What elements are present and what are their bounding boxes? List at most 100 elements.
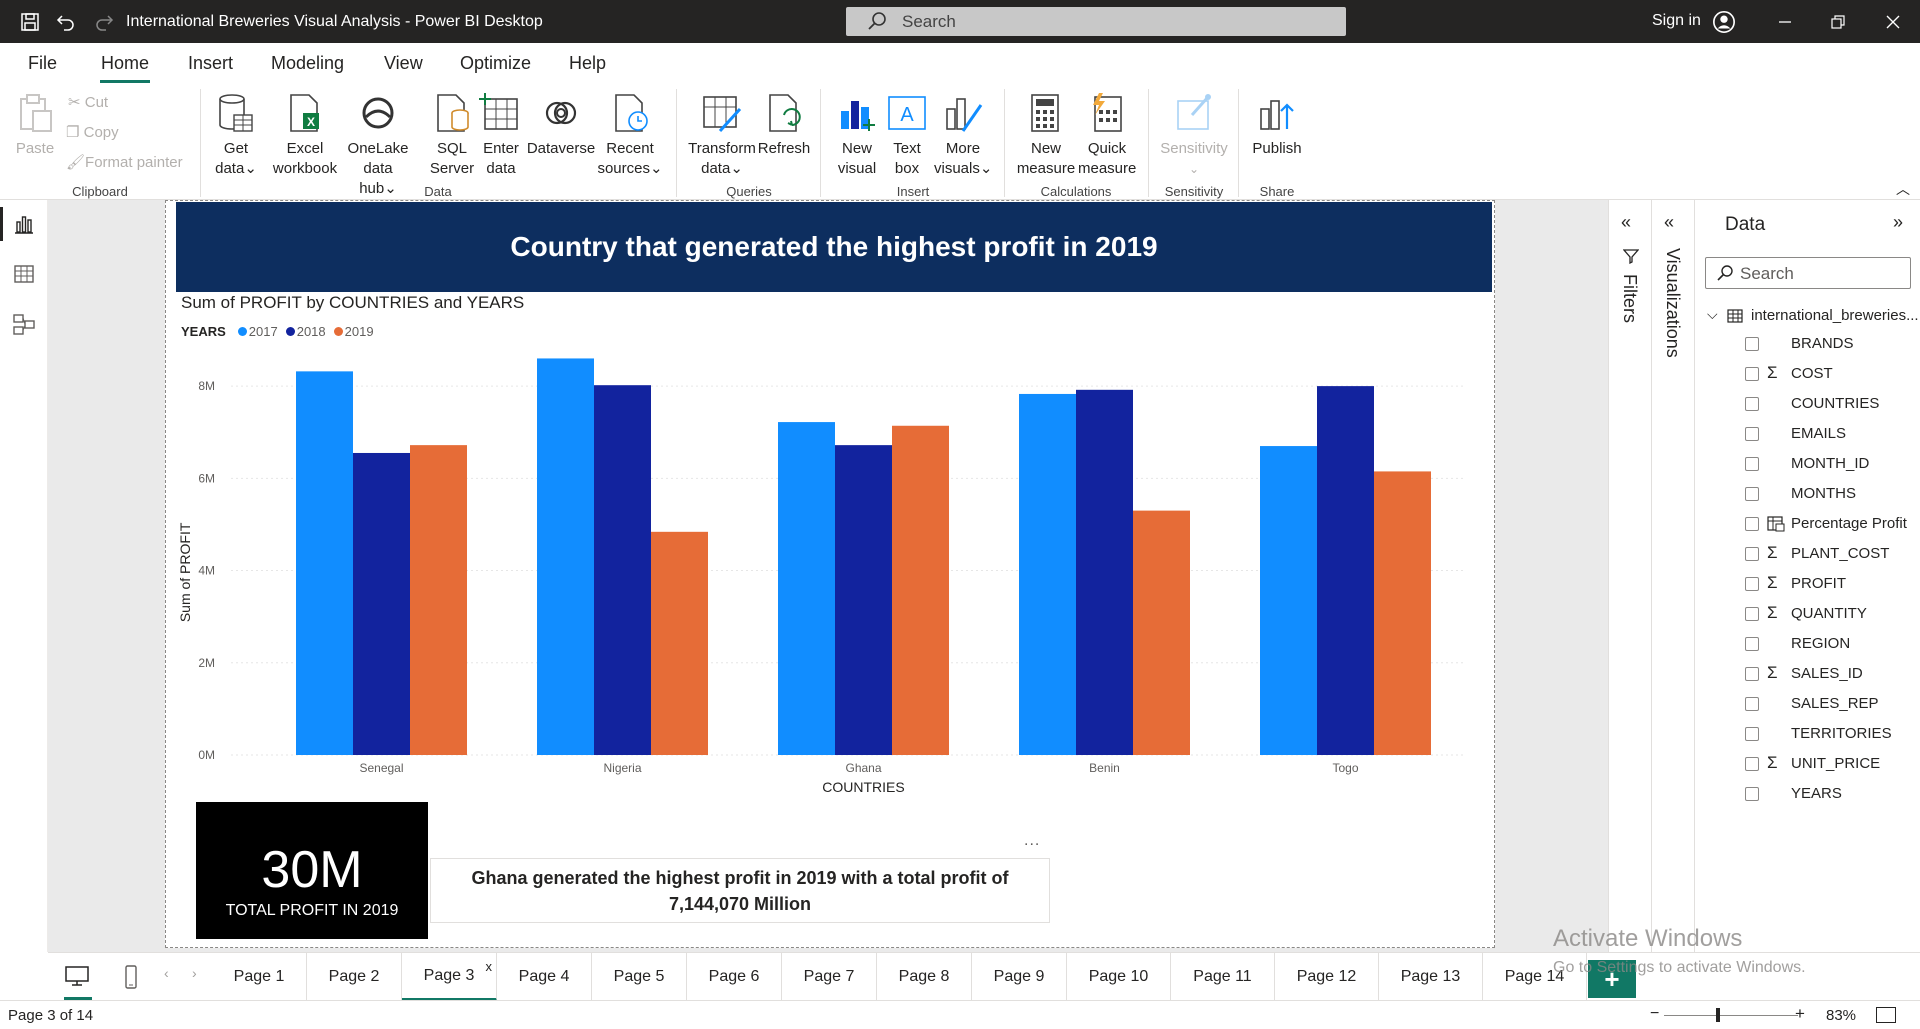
page-tab-3[interactable]: Page 3 x <box>402 953 497 1001</box>
page-tab-9[interactable]: Page 9 <box>972 953 1067 1001</box>
close-icon[interactable] <box>1880 10 1906 34</box>
bar-togo-2019[interactable] <box>1374 471 1431 755</box>
restore-icon[interactable] <box>1825 10 1851 34</box>
fit-to-page-icon[interactable] <box>1876 1007 1896 1023</box>
legend-item-2018[interactable]: 2018 <box>285 324 326 339</box>
get-data-button[interactable]: Get data⌄ <box>208 91 264 179</box>
page-tab-10[interactable]: Page 10 <box>1067 953 1171 1001</box>
field-checkbox[interactable] <box>1745 667 1759 681</box>
field-checkbox[interactable] <box>1745 517 1759 531</box>
data-search-input[interactable]: Search <box>1705 257 1911 289</box>
field-item-month-id[interactable]: MONTH_ID <box>1745 453 1920 479</box>
field-item-plant-cost[interactable]: Σ PLANT_COST <box>1745 543 1920 569</box>
tab-view[interactable]: View <box>384 53 423 73</box>
save-icon[interactable] <box>18 10 42 34</box>
field-checkbox[interactable] <box>1745 337 1759 351</box>
chevron-down-icon[interactable]: ⌵ <box>1707 306 1718 322</box>
profit-bar-chart[interactable]: 0M 2M 4M 6M 8M Sum of PROFIT Senegal Nigeria Gha… <box>176 340 1492 800</box>
tab-home[interactable]: Home <box>101 53 150 73</box>
filters-pane[interactable]: « Filters <box>1608 200 1651 952</box>
account-icon[interactable] <box>1712 10 1736 34</box>
field-item-unit-price[interactable]: Σ UNIT_PRICE <box>1745 753 1920 779</box>
page-tab-13[interactable]: Page 13 <box>1379 953 1483 1001</box>
field-item-percentage-profit[interactable]: Percentage Profit <box>1745 513 1920 539</box>
sensitivity-button[interactable]: Sensitivity ⌄ <box>1156 91 1232 179</box>
refresh-button[interactable]: Refresh <box>756 91 812 159</box>
field-item-months[interactable]: MONTHS <box>1745 483 1920 509</box>
bar-senegal-2017[interactable] <box>296 371 353 755</box>
bar-senegal-2018[interactable] <box>353 452 410 755</box>
bar-ghana-2018[interactable] <box>835 445 892 755</box>
redo-icon[interactable] <box>92 10 116 34</box>
field-item-sales-id[interactable]: Σ SALES_ID <box>1745 663 1920 689</box>
page-tab-8[interactable]: Page 8 <box>877 953 972 1001</box>
field-item-countries[interactable]: COUNTRIES <box>1745 393 1920 419</box>
table-node[interactable]: ⌵ international_breweries... <box>1707 306 1920 328</box>
field-checkbox[interactable] <box>1745 727 1759 741</box>
zoom-in-button[interactable]: + <box>1795 1004 1805 1023</box>
enter-data-button[interactable]: Enter data <box>478 91 524 179</box>
tab-insert[interactable]: Insert <box>188 53 234 73</box>
add-page-button[interactable]: + <box>1588 960 1636 998</box>
publish-button[interactable]: Publish <box>1248 91 1306 159</box>
field-item-region[interactable]: REGION <box>1745 633 1920 659</box>
field-item-cost[interactable]: Σ COST <box>1745 363 1920 389</box>
page-tab-1[interactable]: Page 1 <box>212 953 307 1001</box>
visualizations-pane[interactable]: « Visualizations <box>1651 200 1694 952</box>
tab-file[interactable]: File <box>28 53 58 73</box>
field-item-emails[interactable]: EMAILS <box>1745 423 1920 449</box>
bar-togo-2017[interactable] <box>1260 446 1317 755</box>
table-view-icon[interactable] <box>12 262 36 286</box>
field-item-sales-rep[interactable]: SALES_REP <box>1745 693 1920 719</box>
copy-button[interactable]: ❐ Copy <box>66 123 119 141</box>
field-item-brands[interactable]: BRANDS <box>1745 333 1920 359</box>
transform-data-button[interactable]: Transform data⌄ <box>686 91 758 179</box>
field-checkbox[interactable] <box>1745 787 1759 801</box>
bar-ghana-2019[interactable] <box>892 425 949 755</box>
global-search-box[interactable]: Search <box>846 7 1346 36</box>
field-checkbox[interactable] <box>1745 367 1759 381</box>
field-checkbox[interactable] <box>1745 457 1759 471</box>
field-item-years[interactable]: YEARS <box>1745 783 1920 809</box>
page-tab-5[interactable]: Page 5 <box>592 953 687 1001</box>
cut-button[interactable]: ✂ Cut <box>68 93 108 111</box>
onelake-data-hub-button[interactable]: OneLake data hub⌄ <box>332 91 424 199</box>
zoom-level[interactable]: 83% <box>1826 1007 1857 1024</box>
field-checkbox[interactable] <box>1745 607 1759 621</box>
page-tab-11[interactable]: Page 11 <box>1171 953 1275 1001</box>
field-item-territories[interactable]: TERRITORIES <box>1745 723 1920 749</box>
field-checkbox[interactable] <box>1745 487 1759 501</box>
format-painter-button[interactable]: 🖌Format painter <box>66 153 183 171</box>
bar-togo-2018[interactable] <box>1317 386 1374 755</box>
text-box-button[interactable]: A Text box <box>884 91 930 179</box>
page-tab-2[interactable]: Page 2 <box>307 953 402 1001</box>
bar-nigeria-2019[interactable] <box>651 531 708 755</box>
tab-modeling[interactable]: Modeling <box>271 53 345 73</box>
new-visual-button[interactable]: New visual <box>832 91 882 179</box>
bar-benin-2018[interactable] <box>1076 389 1133 755</box>
field-checkbox[interactable] <box>1745 757 1759 771</box>
page-tab-7[interactable]: Page 7 <box>782 953 877 1001</box>
desktop-layout-icon[interactable] <box>64 965 90 992</box>
new-measure-button[interactable]: New measure <box>1016 91 1076 179</box>
collapse-filters-icon[interactable]: « <box>1621 212 1632 232</box>
field-checkbox[interactable] <box>1745 577 1759 591</box>
kpi-card[interactable]: 30M TOTAL PROFIT IN 2019 <box>196 802 428 939</box>
more-visuals-button[interactable]: More visuals⌄ <box>934 91 992 179</box>
legend-item-2017[interactable]: 2017 <box>237 324 278 339</box>
sign-in-link[interactable]: Sign in <box>1652 12 1701 29</box>
minimize-icon[interactable] <box>1772 10 1798 34</box>
mobile-layout-icon[interactable] <box>124 965 138 994</box>
field-checkbox[interactable] <box>1745 427 1759 441</box>
sql-server-button[interactable]: SQL Server <box>426 91 478 179</box>
field-checkbox[interactable] <box>1745 637 1759 651</box>
bar-benin-2019[interactable] <box>1133 510 1190 755</box>
field-checkbox[interactable] <box>1745 697 1759 711</box>
excel-workbook-button[interactable]: X Excel workbook <box>272 91 338 179</box>
undo-icon[interactable] <box>54 10 78 34</box>
insight-text-box[interactable]: Ghana generated the highest profit in 20… <box>430 858 1050 923</box>
chart-legend[interactable]: YEARS 2017 2018 2019 <box>181 324 378 339</box>
bar-benin-2017[interactable] <box>1019 393 1076 755</box>
report-view-icon[interactable] <box>12 212 36 236</box>
close-page-icon[interactable]: x <box>485 959 493 974</box>
